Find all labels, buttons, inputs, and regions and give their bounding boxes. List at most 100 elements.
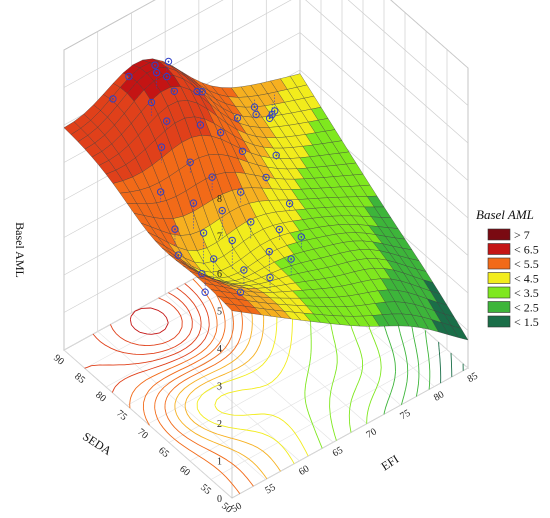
data-point <box>262 173 270 182</box>
z-gridline <box>63 0 469 69</box>
data-point-center <box>202 232 205 234</box>
data-point <box>228 236 236 245</box>
data-point-center <box>165 75 168 78</box>
legend: Basel AML > 7< 6.5< 5.5< 4.5< 3.5< 2.5< … <box>476 207 539 329</box>
data-point <box>186 158 194 166</box>
data-point <box>157 188 165 196</box>
data-point-center <box>199 124 202 126</box>
data-point-center <box>288 202 291 205</box>
data-point-center <box>160 146 163 149</box>
legend-swatch <box>487 286 511 299</box>
data-point <box>196 121 205 129</box>
data-point <box>147 98 156 107</box>
data-point <box>272 151 280 160</box>
data-point-center <box>159 191 162 193</box>
data-point-center <box>249 221 252 223</box>
data-point <box>201 288 209 296</box>
data-point <box>265 114 274 123</box>
data-point-center <box>239 291 242 294</box>
data-point <box>174 251 183 259</box>
data-point-center <box>253 106 256 108</box>
contour-line <box>129 278 218 409</box>
legend-swatch <box>487 257 511 270</box>
z-tick-label: 4 <box>217 344 222 355</box>
data-point <box>170 87 179 96</box>
y-tick-label: 80 <box>93 390 108 405</box>
data-point-center <box>255 113 257 116</box>
floor-gridline <box>231 367 469 499</box>
data-point-center <box>192 202 195 205</box>
legend-label: < 5.5 <box>514 257 539 271</box>
data-point <box>151 61 159 69</box>
data-point-center <box>212 258 215 260</box>
x-tick-label: 50 <box>230 501 244 516</box>
data-point-center <box>127 75 130 78</box>
contour-line <box>111 283 210 393</box>
data-point <box>157 143 166 151</box>
z-tick-label: 5 <box>217 307 222 318</box>
data-point <box>240 266 248 274</box>
data-point-center <box>211 176 214 179</box>
z-tick-label: 7 <box>217 232 222 243</box>
data-point <box>237 188 245 196</box>
data-point-center <box>243 269 245 271</box>
data-point <box>199 229 208 237</box>
data-point-center <box>290 258 292 260</box>
contour-line <box>92 292 193 355</box>
data-point <box>163 117 171 125</box>
x-tick-label: 65 <box>331 445 345 460</box>
x-tick-label: 75 <box>398 408 412 423</box>
data-point <box>198 88 206 96</box>
legend-label: < 4.5 <box>514 272 539 286</box>
data-point <box>238 147 247 156</box>
data-point <box>216 128 225 137</box>
data-point <box>198 270 206 278</box>
data-point-center <box>200 272 203 275</box>
legend-label: < 3.5 <box>514 286 539 300</box>
surface-mesh <box>63 58 469 341</box>
legend-label: > 7 <box>514 228 530 242</box>
z-tick-label: 2 <box>217 419 222 430</box>
data-point <box>266 273 274 282</box>
data-point <box>285 199 294 208</box>
data-point-center <box>300 236 303 238</box>
data-point <box>297 233 305 241</box>
data-point-center <box>165 120 168 122</box>
data-point-center <box>239 191 242 194</box>
contour-line <box>450 353 453 377</box>
data-point-center <box>189 161 192 164</box>
data-point-center <box>219 131 222 134</box>
data-point <box>287 255 295 263</box>
y-tick-label: 75 <box>114 408 129 423</box>
data-point-center <box>231 239 234 242</box>
y-tick-label: 60 <box>177 464 192 479</box>
data-point-center <box>155 71 158 74</box>
data-point-center <box>201 90 204 93</box>
data-point <box>233 114 242 122</box>
y-tick-label: 90 <box>51 353 66 368</box>
data-point <box>252 110 260 119</box>
data-point <box>189 199 198 207</box>
contour-line <box>424 330 431 390</box>
y-tick-label: 70 <box>135 427 150 442</box>
z-tick-label: 0 <box>217 494 222 505</box>
legend-title: Basel AML <box>476 207 534 222</box>
contour-line <box>438 341 442 384</box>
data-point <box>163 72 171 81</box>
z-axis-title: Basel AML <box>13 222 27 278</box>
contour-line <box>129 307 169 335</box>
data-point <box>275 225 284 234</box>
data-point <box>164 57 173 66</box>
data-point-center <box>236 117 239 119</box>
data-point-center <box>204 291 207 294</box>
data-point-center <box>177 254 180 256</box>
y-axis-title: SEDA <box>80 429 114 458</box>
z-tick-label: 3 <box>217 382 222 393</box>
data-point-center <box>278 228 281 231</box>
data-point-center <box>268 250 271 253</box>
data-point-center <box>269 276 271 279</box>
data-point <box>171 225 179 233</box>
contour-line <box>84 287 202 369</box>
data-point <box>208 173 216 181</box>
